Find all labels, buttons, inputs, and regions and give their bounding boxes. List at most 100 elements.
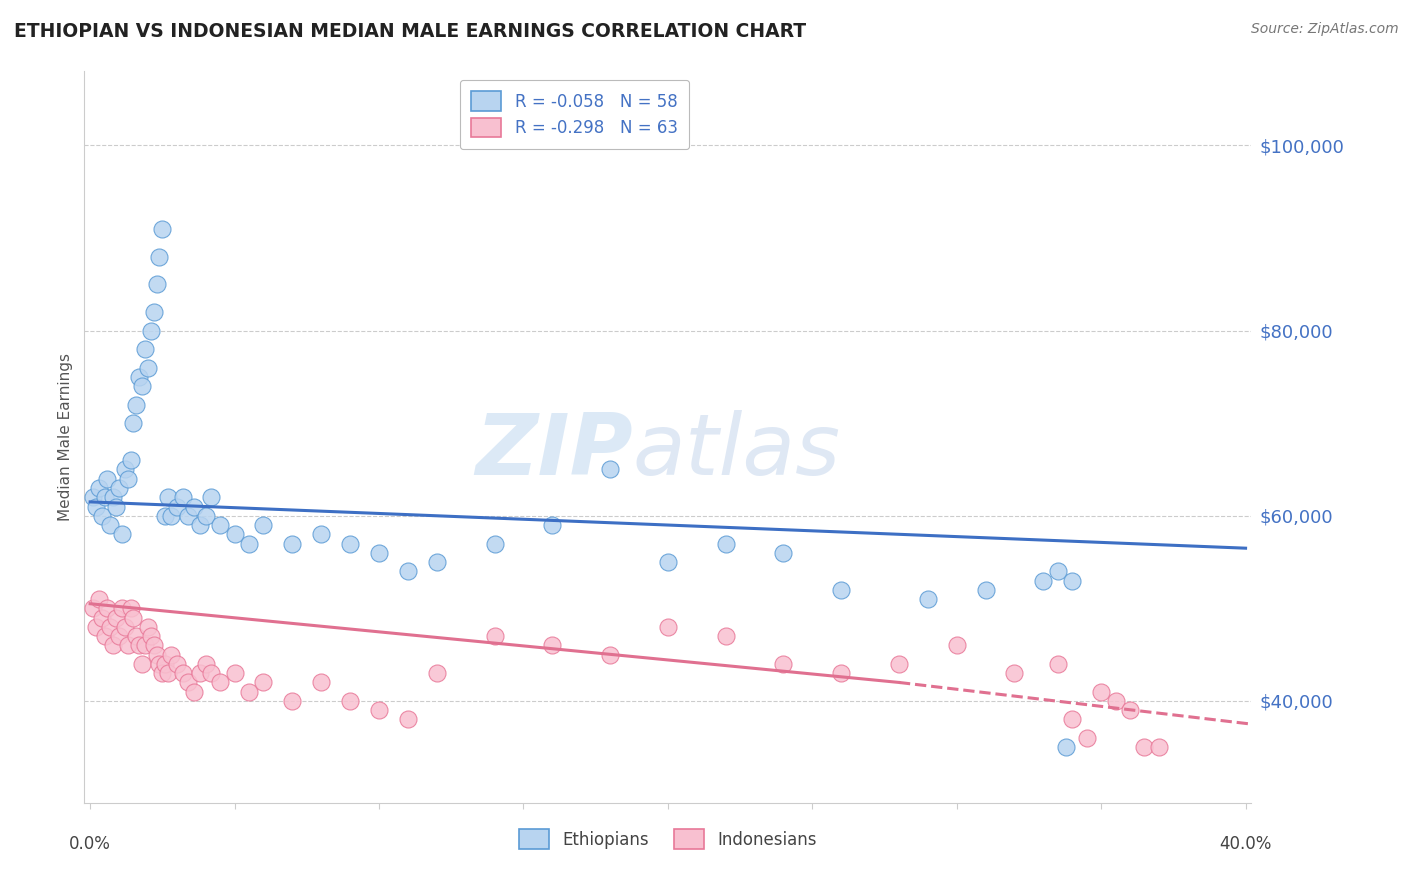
Point [252, 518, 274, 533]
Point [160, 648, 183, 662]
Point [1056, 740, 1078, 755]
Point [172, 490, 194, 504]
Point [368, 546, 391, 560]
Point [82, 490, 104, 504]
Point [131, 379, 153, 393]
Point [309, 527, 332, 541]
Point [200, 666, 222, 681]
Text: 40.0%: 40.0% [1219, 835, 1272, 854]
Point [1104, 694, 1126, 708]
Point [281, 536, 304, 550]
Point [1090, 684, 1112, 698]
Point [142, 305, 165, 319]
Point [657, 555, 679, 569]
Point [103, 490, 125, 504]
Point [484, 536, 506, 550]
Point [1062, 574, 1084, 588]
Point [111, 527, 134, 541]
Point [183, 500, 205, 514]
Point [188, 518, 211, 533]
Point [200, 490, 222, 504]
Point [1004, 666, 1026, 681]
Point [139, 324, 162, 338]
Point [96, 601, 118, 615]
Point [160, 508, 183, 523]
Point [599, 648, 621, 662]
Point [238, 684, 260, 698]
Point [281, 694, 304, 708]
Point [396, 713, 419, 727]
Point [150, 666, 173, 681]
Point [541, 518, 564, 533]
Point [142, 639, 165, 653]
Point [93, 490, 115, 504]
Point [224, 666, 246, 681]
Point [1147, 740, 1170, 755]
Point [87, 481, 110, 495]
Point [209, 518, 232, 533]
Point [96, 472, 118, 486]
Point [120, 453, 142, 467]
Point [111, 601, 134, 615]
Point [426, 555, 449, 569]
Point [122, 610, 145, 624]
Point [917, 592, 939, 607]
Point [125, 398, 148, 412]
Text: ZIP: ZIP [475, 410, 633, 493]
Point [714, 536, 737, 550]
Text: 0.0%: 0.0% [69, 835, 111, 854]
Point [183, 684, 205, 698]
Point [93, 629, 115, 643]
Point [1119, 703, 1142, 717]
Point [339, 536, 361, 550]
Point [117, 639, 139, 653]
Point [105, 610, 128, 624]
Point [1076, 731, 1098, 745]
Point [772, 657, 794, 671]
Point [90, 610, 112, 624]
Point [117, 472, 139, 486]
Point [209, 675, 232, 690]
Legend: Ethiopians, Indonesians: Ethiopians, Indonesians [508, 818, 828, 860]
Point [484, 629, 506, 643]
Point [194, 657, 217, 671]
Point [108, 481, 131, 495]
Point [139, 629, 162, 643]
Text: atlas: atlas [633, 410, 841, 493]
Point [136, 360, 159, 375]
Point [84, 620, 107, 634]
Point [148, 250, 170, 264]
Point [309, 675, 332, 690]
Point [120, 601, 142, 615]
Point [172, 666, 194, 681]
Point [177, 508, 200, 523]
Point [122, 416, 145, 430]
Point [125, 629, 148, 643]
Text: ETHIOPIAN VS INDONESIAN MEDIAN MALE EARNINGS CORRELATION CHART: ETHIOPIAN VS INDONESIAN MEDIAN MALE EARN… [14, 22, 806, 41]
Point [945, 639, 967, 653]
Point [1046, 565, 1069, 579]
Point [599, 462, 621, 476]
Point [368, 703, 391, 717]
Point [224, 527, 246, 541]
Point [108, 629, 131, 643]
Point [177, 675, 200, 690]
Y-axis label: Median Male Earnings: Median Male Earnings [58, 353, 73, 521]
Point [157, 666, 180, 681]
Point [830, 666, 852, 681]
Point [134, 639, 156, 653]
Point [145, 277, 167, 292]
Point [134, 342, 156, 356]
Point [974, 582, 997, 597]
Point [1133, 740, 1156, 755]
Point [887, 657, 910, 671]
Point [114, 462, 136, 476]
Point [188, 666, 211, 681]
Point [830, 582, 852, 597]
Point [166, 657, 188, 671]
Point [238, 536, 260, 550]
Point [105, 500, 128, 514]
Point [82, 601, 104, 615]
Point [155, 657, 177, 671]
Point [131, 657, 153, 671]
